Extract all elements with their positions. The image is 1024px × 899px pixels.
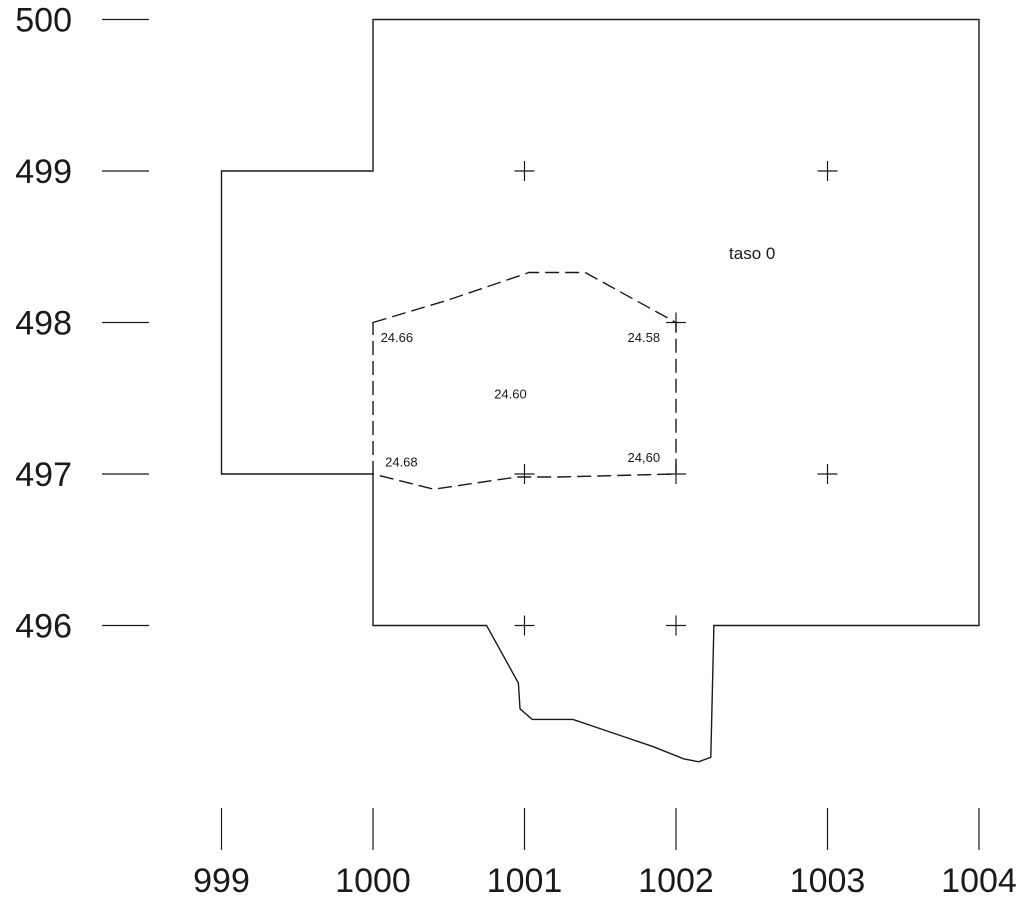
y-tick-label: 497	[15, 456, 72, 494]
survey-cross	[514, 464, 535, 484]
y-tick-label: 499	[15, 153, 72, 191]
x-tick-label: 1000	[335, 862, 411, 899]
survey-cross	[817, 161, 838, 181]
survey-cross	[666, 464, 686, 484]
level-label: 24,60	[628, 450, 661, 465]
layer-label: taso 0	[729, 244, 775, 263]
level-labels: 24.66 24.58 24.60 24.68 24,60	[381, 330, 660, 469]
survey-cross	[514, 615, 535, 636]
survey-cross	[817, 464, 838, 484]
x-axis: 999 1000 1001 1002 1003 1004	[193, 808, 1017, 899]
y-tick-label: 500	[15, 2, 72, 40]
level-label: 24.68	[385, 454, 418, 469]
x-tick-label: 1002	[638, 862, 714, 899]
survey-cross	[666, 312, 686, 333]
survey-cross	[666, 615, 686, 636]
y-tick-label: 498	[15, 305, 72, 343]
x-tick-label: 999	[193, 862, 250, 899]
x-tick-label: 1004	[941, 862, 1017, 899]
y-tick-label: 496	[15, 608, 72, 646]
excavation-outline	[220, 18, 980, 763]
level-label: 24.66	[381, 330, 414, 345]
x-tick-label: 1001	[487, 862, 563, 899]
feature-outline-dashed	[372, 271, 677, 490]
survey-cross	[514, 161, 535, 181]
x-tick-label: 1003	[790, 862, 866, 899]
y-axis: 500 499 498 497 496	[15, 2, 149, 646]
level-label: 24.60	[494, 386, 527, 401]
survey-marks	[514, 161, 838, 636]
level-label: 24.58	[628, 330, 661, 345]
